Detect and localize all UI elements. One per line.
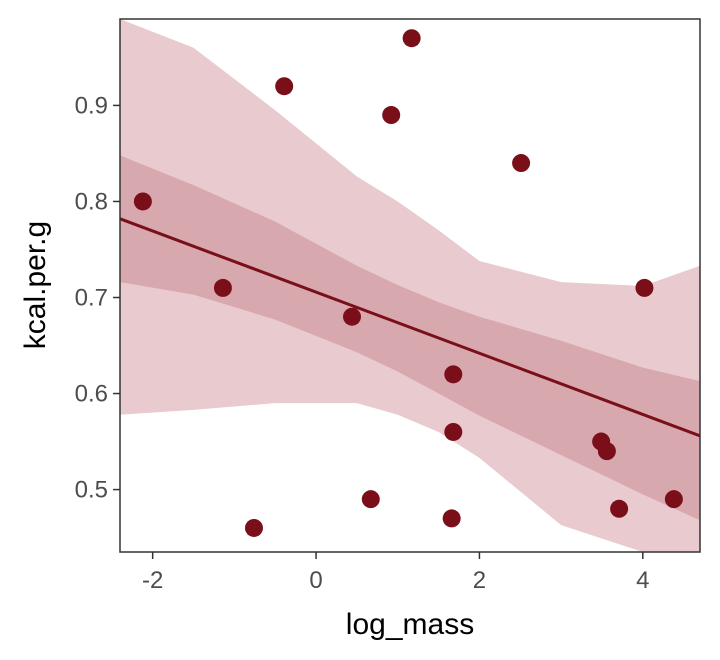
x-tick-label: 2	[473, 567, 486, 594]
data-point	[213, 278, 232, 297]
confidence-bands	[120, 19, 700, 552]
data-point	[275, 77, 294, 96]
x-tick-label: -2	[142, 567, 163, 594]
data-point	[442, 509, 461, 528]
y-tick-label: 0.9	[75, 92, 108, 119]
mean-confidence-band	[120, 155, 700, 521]
data-point	[343, 307, 361, 326]
data-points	[133, 29, 683, 537]
regression-line	[120, 217, 700, 438]
data-point	[597, 442, 616, 461]
data-point	[244, 518, 263, 537]
data-point	[610, 499, 629, 518]
data-point	[382, 106, 401, 125]
y-axis-title: kcal.per.g	[19, 221, 52, 349]
x-axis-title: log_mass	[346, 608, 474, 641]
y-tick-label: 0.8	[75, 188, 108, 215]
y-axis: 0.5 0.6 0.7 0.8 0.9	[75, 92, 120, 504]
y-tick-label: 0.6	[75, 381, 108, 408]
plot-border	[119, 18, 701, 553]
x-tick-label: 4	[636, 567, 649, 594]
x-axis: -2 0 2 4	[142, 552, 649, 594]
data-point	[444, 365, 463, 384]
data-point	[512, 154, 531, 173]
data-point	[133, 192, 152, 211]
data-point	[664, 490, 683, 509]
data-point	[402, 29, 421, 48]
data-point	[635, 278, 654, 297]
data-point	[361, 490, 380, 509]
y-tick-label: 0.7	[75, 285, 108, 312]
x-tick-label: 0	[309, 567, 322, 594]
y-tick-label: 0.5	[75, 477, 108, 504]
data-point	[444, 422, 463, 441]
regression-line-group	[120, 217, 700, 438]
